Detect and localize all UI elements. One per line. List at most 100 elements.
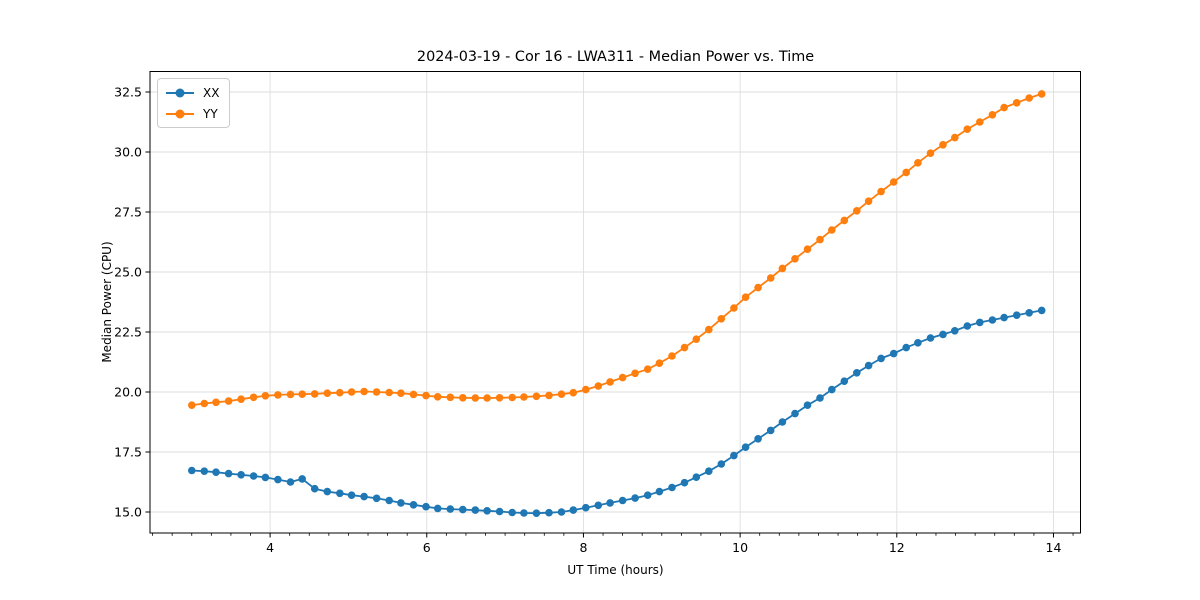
marker-yy	[347, 388, 356, 396]
marker-yy	[853, 207, 861, 215]
marker-yy	[336, 388, 344, 397]
marker-yy	[692, 335, 701, 344]
marker-xx	[1025, 309, 1033, 317]
marker-yy	[409, 390, 418, 399]
marker-yy	[433, 393, 442, 401]
marker-xx	[951, 327, 959, 335]
marker-yy	[422, 391, 430, 400]
marker-xx	[976, 318, 984, 327]
marker-xx	[730, 451, 738, 460]
y-tick-label: 32.5	[114, 84, 142, 99]
legend-line-marker-xx	[166, 88, 194, 97]
chart-title: 2024-03-19 - Cor 16 - LWA311 - Median Po…	[416, 49, 815, 65]
marker-yy	[188, 401, 196, 410]
marker-xx	[274, 475, 282, 484]
marker-yy	[1025, 94, 1033, 102]
marker-xx	[347, 491, 356, 500]
axes-spines	[149, 71, 1081, 534]
y-tick-label: 20.0	[114, 384, 142, 399]
marker-xx	[754, 435, 762, 443]
marker-xx	[914, 339, 922, 347]
marker-yy	[286, 390, 295, 399]
marker-xx	[816, 394, 824, 402]
marker-yy	[274, 391, 282, 399]
series-line-xx	[191, 309, 1042, 515]
marker-xx	[372, 494, 381, 503]
marker-xx	[508, 508, 516, 517]
marker-yy	[1037, 90, 1046, 98]
legend-entry-xx: XX	[166, 84, 219, 101]
marker-xx	[828, 385, 836, 394]
marker-xx	[766, 426, 775, 435]
marker-yy	[889, 178, 898, 186]
x-tick-label: 10	[732, 540, 748, 555]
marker-xx	[397, 499, 405, 507]
marker-xx	[1012, 311, 1021, 320]
marker-xx	[532, 509, 541, 517]
marker-xx	[668, 483, 676, 492]
marker-yy	[730, 304, 738, 312]
marker-yy	[926, 149, 935, 157]
marker-xx	[446, 505, 455, 513]
marker-xx	[926, 334, 935, 342]
marker-xx	[483, 507, 491, 515]
marker-xx	[655, 487, 664, 496]
marker-yy	[520, 393, 528, 401]
legend-dot-yy	[175, 109, 185, 118]
marker-yy	[471, 394, 480, 402]
marker-xx	[224, 469, 233, 478]
marker-xx	[1000, 313, 1008, 322]
marker-yy	[902, 168, 910, 177]
series-line-yy	[191, 93, 1042, 407]
marker-yy	[655, 359, 664, 368]
marker-yy	[360, 387, 368, 396]
marker-yy	[200, 399, 209, 408]
marker-xx	[864, 361, 873, 370]
marker-xx	[459, 505, 467, 514]
legend-label-yy: YY	[203, 106, 218, 121]
marker-xx	[212, 468, 220, 477]
marker-xx	[791, 409, 799, 418]
marker-xx	[840, 377, 849, 386]
marker-yy	[237, 395, 245, 404]
marker-yy	[741, 293, 750, 302]
marker-xx	[988, 316, 997, 324]
marker-yy	[569, 388, 578, 397]
marker-xx	[249, 472, 258, 480]
marker-yy	[459, 394, 467, 402]
marker-yy	[803, 245, 812, 253]
x-tick-label: 8	[579, 540, 587, 555]
y-tick-label: 17.5	[114, 444, 142, 459]
marker-yy	[397, 389, 405, 398]
marker-yy	[828, 226, 836, 234]
marker-yy	[372, 388, 381, 396]
marker-xx	[680, 478, 689, 487]
x-tick-label: 14	[1046, 540, 1062, 555]
marker-yy	[951, 133, 959, 142]
y-axis-label: Median Power (CPU)	[100, 241, 114, 363]
marker-yy	[939, 141, 947, 149]
legend-line-marker-yy	[166, 109, 194, 118]
marker-yy	[791, 254, 799, 263]
marker-yy	[249, 393, 258, 402]
marker-xx	[495, 507, 504, 516]
marker-xx	[433, 504, 442, 513]
marker-yy	[385, 388, 394, 397]
marker-yy	[532, 392, 541, 401]
marker-yy	[224, 397, 233, 405]
marker-xx	[471, 506, 480, 514]
marker-yy	[754, 283, 762, 292]
marker-xx	[422, 502, 430, 511]
marker-xx	[520, 509, 528, 517]
marker-xx	[705, 467, 713, 476]
x-tick-label: 6	[423, 540, 431, 555]
marker-xx	[360, 492, 368, 501]
marker-xx	[261, 473, 270, 482]
marker-xx	[336, 489, 344, 498]
marker-yy	[877, 187, 885, 196]
marker-yy	[310, 390, 319, 398]
marker-xx	[1037, 306, 1046, 315]
marker-xx	[889, 349, 898, 358]
